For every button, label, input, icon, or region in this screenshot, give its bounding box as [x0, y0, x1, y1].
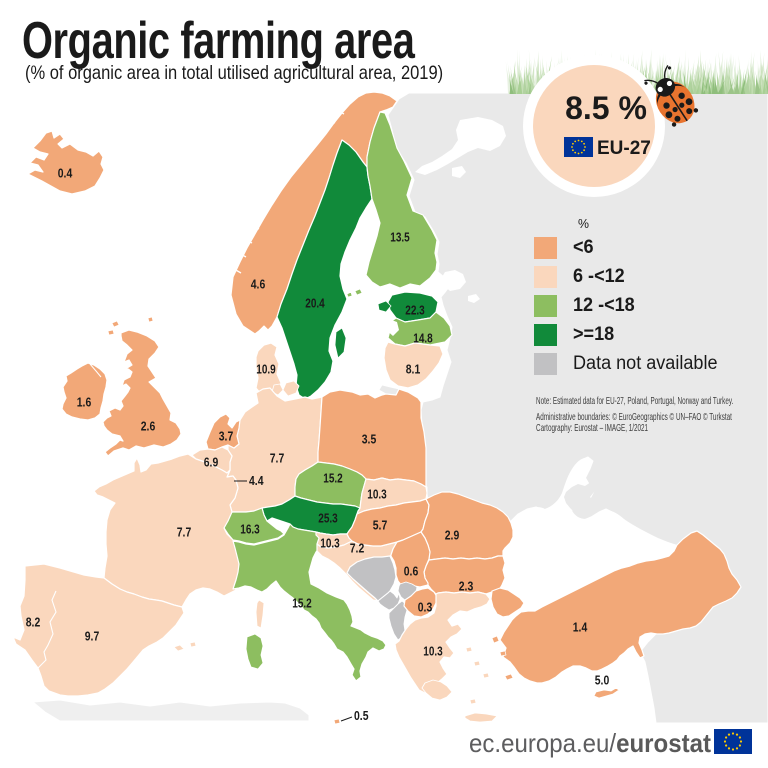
svg-text:10.9: 10.9	[256, 363, 276, 377]
svg-text:25.3: 25.3	[318, 512, 338, 526]
svg-text:4.4: 4.4	[249, 474, 264, 488]
svg-text:1.4: 1.4	[573, 621, 588, 635]
svg-text:0.3: 0.3	[418, 601, 433, 615]
svg-text:4.6: 4.6	[251, 278, 266, 292]
svg-text:8.2: 8.2	[26, 616, 41, 630]
svg-text:2.9: 2.9	[445, 529, 460, 543]
svg-text:3.5: 3.5	[362, 433, 377, 447]
svg-text:7.7: 7.7	[270, 452, 285, 466]
svg-text:EU-27: EU-27	[597, 138, 651, 159]
svg-text:10.3: 10.3	[367, 488, 387, 502]
svg-text:14.8: 14.8	[413, 332, 433, 346]
svg-text:6.9: 6.9	[204, 456, 219, 470]
svg-text:8.5 %: 8.5 %	[565, 90, 647, 126]
svg-text:5.7: 5.7	[373, 519, 388, 533]
svg-text:0.5: 0.5	[354, 709, 369, 723]
svg-text:13.5: 13.5	[390, 231, 410, 245]
svg-text:7.7: 7.7	[177, 526, 192, 540]
svg-text:0.6: 0.6	[404, 565, 419, 579]
svg-text:22.3: 22.3	[405, 304, 425, 318]
svg-text:15.2: 15.2	[323, 472, 343, 486]
svg-text:8.1: 8.1	[406, 363, 421, 377]
svg-text:10.3: 10.3	[423, 645, 443, 659]
svg-text:9.7: 9.7	[85, 630, 100, 644]
svg-text:20.4: 20.4	[305, 297, 325, 311]
svg-text:1.6: 1.6	[77, 396, 92, 410]
svg-text:0.4: 0.4	[58, 167, 73, 181]
svg-text:15.2: 15.2	[292, 597, 312, 611]
svg-text:5.0: 5.0	[595, 674, 610, 688]
svg-text:2.6: 2.6	[141, 420, 156, 434]
svg-text:3.7: 3.7	[219, 430, 234, 444]
svg-text:16.3: 16.3	[240, 523, 260, 537]
svg-text:7.2: 7.2	[350, 542, 365, 556]
svg-text:2.3: 2.3	[459, 580, 474, 594]
svg-text:10.3: 10.3	[320, 537, 340, 551]
